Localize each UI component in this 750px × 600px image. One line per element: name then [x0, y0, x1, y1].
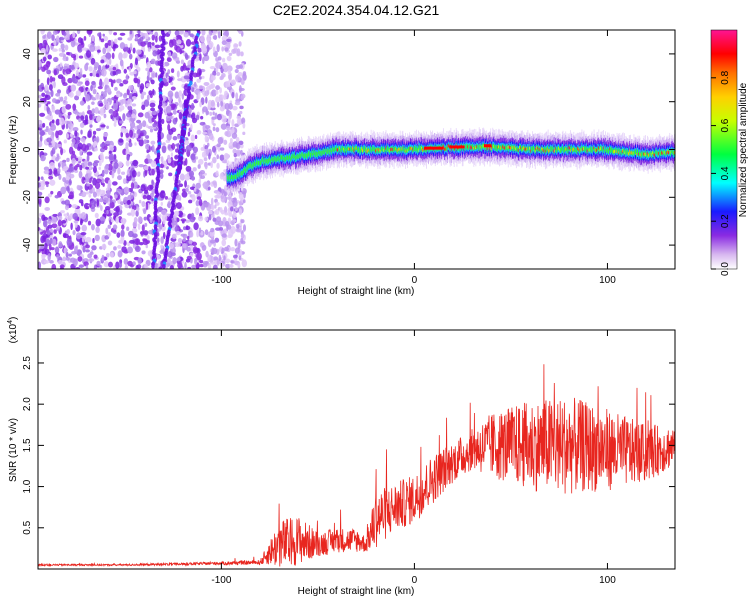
spectrogram-y-tick-label: 20 [22, 96, 33, 108]
snr-y-tick-label: 2.0 [22, 397, 33, 411]
snr-x-axis-label: Height of straight line (km) [298, 586, 415, 597]
snr-scale-factor: (x104) [7, 317, 19, 344]
spectrogram-x-axis-label: Height of straight line (km) [298, 286, 415, 297]
spectrogram-x-tick-label: -100 [211, 275, 231, 286]
spectrogram-y-axis-label: Frequency (Hz) [8, 116, 19, 185]
snr-y-ticks: 0.5 1.0 1.5 2.0 2.5 [22, 356, 675, 535]
snr-x-ticks: -100 0 100 [211, 330, 616, 586]
snr-x-tick-label: 0 [412, 575, 418, 586]
snr-y-tick-label: 1.0 [22, 479, 33, 493]
snr-scale-exponent: 4 [7, 320, 14, 324]
spectrogram-y-ticks: -40 -20 0 20 40 [22, 48, 675, 252]
spectrogram-x-tick-label: 0 [412, 275, 418, 286]
colorbar-ticks: 0.0 0.2 0.4 0.6 0.8 [711, 70, 731, 276]
spectrogram-y-tick-label: 40 [22, 48, 33, 60]
spectrogram-panel: -100 0 100 -40 -20 0 20 40 Height of straight … [8, 29, 676, 297]
spectrogram-x-ticks: -100 0 100 [211, 30, 616, 286]
colorbar-tick-label: 0.4 [720, 166, 731, 180]
snr-plot-area [38, 330, 675, 569]
snr-y-tick-label: 2.5 [22, 356, 33, 370]
snr-series-line [38, 364, 675, 568]
colorbar-tick-label: 0.0 [720, 262, 731, 276]
snr-frame [37, 329, 676, 570]
snr-y-tick-label: 0.5 [22, 520, 33, 534]
colorbar-tick-label: 0.8 [720, 70, 731, 84]
snr-x-tick-label: 100 [599, 575, 616, 586]
snr-y-axis-label: SNR (10 * v/v) [8, 418, 19, 482]
spectrogram-y-tick-label: -40 [22, 237, 33, 252]
spectrogram-y-tick-label: 0 [22, 146, 33, 152]
colorbar-label: Normalized spectral amplitude [738, 82, 749, 217]
spectrogram-x-tick-label: 100 [599, 275, 616, 286]
snr-x-tick-label: -100 [211, 575, 231, 586]
snr-panel: -100 0 100 0.5 1.0 1.5 2.0 2.5 Height of strai… [7, 317, 676, 597]
snr-y-tick-label: 1.5 [22, 438, 33, 452]
spectrogram-heat [38, 30, 675, 269]
figure-title: C2E2.2024.354.04.12.G21 [273, 2, 440, 18]
colorbar-tick-label: 0.2 [720, 214, 731, 228]
snr-scale-prefix: (x10 [8, 323, 19, 343]
colorbar-gradient [710, 29, 738, 270]
colorbar-tick-label: 0.6 [720, 118, 731, 132]
spectrogram-y-tick-label: -20 [22, 190, 33, 205]
colorbar: 0.0 0.2 0.4 0.6 0.8 Normalized spectral ampl… [710, 29, 749, 276]
